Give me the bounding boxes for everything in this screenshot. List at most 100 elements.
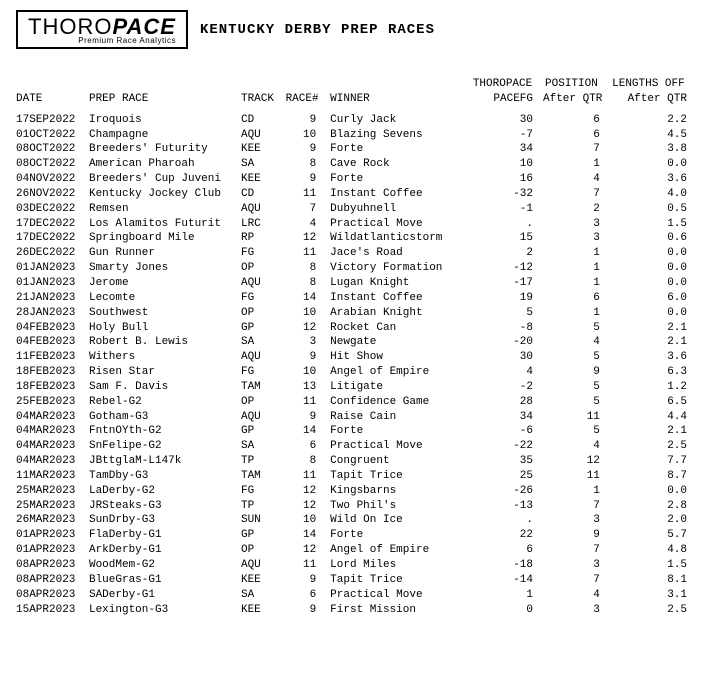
cell-date: 08OCT2022	[16, 142, 89, 157]
cell-race: 9	[286, 410, 331, 425]
table-row: 08OCT2022American PharoahSA8Cave Rock101…	[16, 157, 691, 172]
cell-prep: Iroquois	[89, 113, 241, 128]
cell-race: 10	[286, 365, 331, 380]
cell-pacefg: 1	[472, 588, 543, 603]
cell-winner: Victory Formation	[330, 261, 472, 276]
cell-race: 6	[286, 588, 331, 603]
cell-prep: Robert B. Lewis	[89, 335, 241, 350]
table-row: 26MAR2023SunDrby-G3SUN10Wild On Ice.32.0	[16, 513, 691, 528]
cell-prep: Withers	[89, 350, 241, 365]
cell-race: 14	[286, 528, 331, 543]
cell-date: 08APR2023	[16, 558, 89, 573]
cell-winner: Raise Cain	[330, 410, 472, 425]
cell-date: 04MAR2023	[16, 439, 89, 454]
cell-pos: 3	[543, 513, 610, 528]
cell-track: LRC	[241, 217, 286, 232]
cell-pos: 1	[543, 306, 610, 321]
cell-track: OP	[241, 306, 286, 321]
cell-len: 1.5	[610, 558, 691, 573]
cell-winner: Two Phil's	[330, 499, 472, 514]
cell-track: FG	[241, 365, 286, 380]
cell-winner: Lord Miles	[330, 558, 472, 573]
races-table: THOROPACE POSITION LENGTHS OFF DATE PREP…	[16, 77, 691, 617]
cell-winner: Curly Jack	[330, 113, 472, 128]
cell-track: AQU	[241, 410, 286, 425]
cell-race: 11	[286, 246, 331, 261]
cell-len: 3.1	[610, 588, 691, 603]
cell-track: OP	[241, 261, 286, 276]
cell-prep: ArkDerby-G1	[89, 543, 241, 558]
cell-len: 8.1	[610, 573, 691, 588]
cell-len: 3.6	[610, 172, 691, 187]
table-row: 25MAR2023JRSteaks-G3TP12Two Phil's-1372.…	[16, 499, 691, 514]
cell-len: 0.0	[610, 246, 691, 261]
cell-winner: Tapit Trice	[330, 469, 472, 484]
cell-pacefg: -20	[472, 335, 543, 350]
cell-pacefg: 10	[472, 157, 543, 172]
cell-date: 17DEC2022	[16, 217, 89, 232]
cell-pos: 7	[543, 573, 610, 588]
cell-pacefg: 19	[472, 291, 543, 306]
table-row: 28JAN2023SouthwestOP10Arabian Knight510.…	[16, 306, 691, 321]
cell-track: AQU	[241, 558, 286, 573]
table-row: 04MAR2023JBttglaM-L147kTP8Congruent35127…	[16, 454, 691, 469]
cell-pacefg: 6	[472, 543, 543, 558]
cell-track: SA	[241, 588, 286, 603]
table-row: 04MAR2023Gotham-G3AQU9Raise Cain34114.4	[16, 410, 691, 425]
cell-race: 6	[286, 439, 331, 454]
table-body: 17SEP2022IroquoisCD9Curly Jack3062.201OC…	[16, 113, 691, 618]
cell-pos: 9	[543, 528, 610, 543]
cell-date: 26DEC2022	[16, 246, 89, 261]
cell-race: 10	[286, 128, 331, 143]
cell-winner: Lugan Knight	[330, 276, 472, 291]
cell-winner: Wild On Ice	[330, 513, 472, 528]
table-row: 01APR2023ArkDerby-G1OP12Angel of Empire6…	[16, 543, 691, 558]
header-row: THOROPACE Premium Race Analytics KENTUCK…	[16, 10, 691, 49]
cell-date: 01JAN2023	[16, 276, 89, 291]
cell-prep: WoodMem-G2	[89, 558, 241, 573]
cell-winner: Instant Coffee	[330, 187, 472, 202]
cell-winner: Arabian Knight	[330, 306, 472, 321]
cell-pos: 9	[543, 365, 610, 380]
cell-len: 2.1	[610, 335, 691, 350]
cell-pacefg: -12	[472, 261, 543, 276]
table-row: 04NOV2022Breeders' Cup JuveniKEE9Forte16…	[16, 172, 691, 187]
cell-track: TP	[241, 499, 286, 514]
cell-pacefg: -1	[472, 202, 543, 217]
cell-race: 3	[286, 335, 331, 350]
table-row: 08APR2023WoodMem-G2AQU11Lord Miles-1831.…	[16, 558, 691, 573]
cell-prep: JBttglaM-L147k	[89, 454, 241, 469]
cell-pos: 6	[543, 291, 610, 306]
cell-race: 12	[286, 499, 331, 514]
cell-prep: FlaDerby-G1	[89, 528, 241, 543]
cell-prep: JRSteaks-G3	[89, 499, 241, 514]
table-row: 08APR2023SADerby-G1SA6Practical Move143.…	[16, 588, 691, 603]
cell-race: 4	[286, 217, 331, 232]
cell-len: 0.0	[610, 484, 691, 499]
cell-pos: 1	[543, 261, 610, 276]
cell-len: 2.5	[610, 603, 691, 618]
cell-len: 0.5	[610, 202, 691, 217]
cell-track: TAM	[241, 469, 286, 484]
cell-pos: 4	[543, 588, 610, 603]
cell-len: 1.2	[610, 380, 691, 395]
cell-race: 9	[286, 113, 331, 128]
cell-len: 8.7	[610, 469, 691, 484]
table-row: 25FEB2023Rebel-G2OP11Confidence Game2856…	[16, 395, 691, 410]
cell-winner: Angel of Empire	[330, 543, 472, 558]
cell-date: 04MAR2023	[16, 454, 89, 469]
cell-track: FG	[241, 484, 286, 499]
cell-len: 6.3	[610, 365, 691, 380]
cell-winner: Congruent	[330, 454, 472, 469]
cell-prep: Champagne	[89, 128, 241, 143]
cell-date: 15APR2023	[16, 603, 89, 618]
cell-len: 0.0	[610, 276, 691, 291]
cell-len: 2.0	[610, 513, 691, 528]
cell-track: OP	[241, 395, 286, 410]
cell-pacefg: 34	[472, 142, 543, 157]
table-row: 17SEP2022IroquoisCD9Curly Jack3062.2	[16, 113, 691, 128]
cell-prep: Smarty Jones	[89, 261, 241, 276]
cell-winner: Hit Show	[330, 350, 472, 365]
cell-prep: Remsen	[89, 202, 241, 217]
cell-race: 14	[286, 424, 331, 439]
